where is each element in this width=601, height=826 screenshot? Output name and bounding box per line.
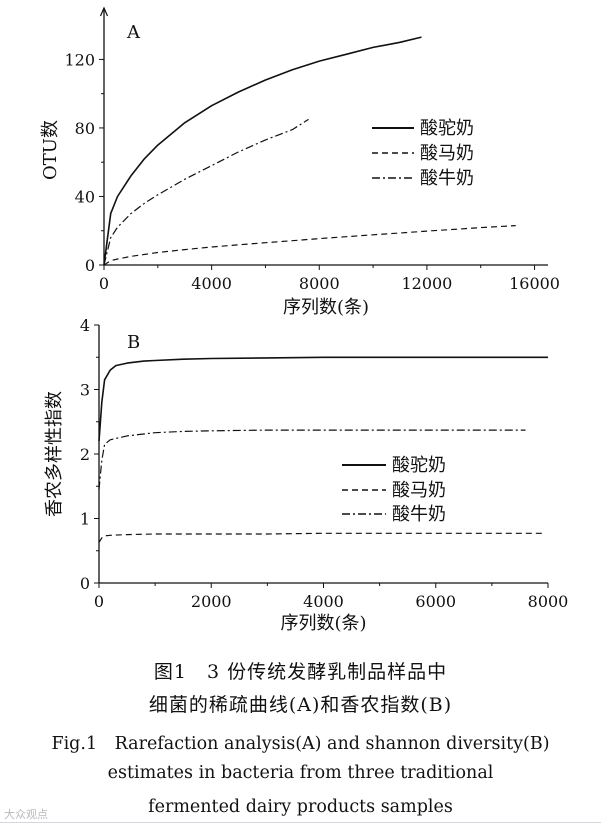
- x-tick-label: 12000: [401, 274, 452, 293]
- y-axis-title: OTU数: [40, 120, 61, 180]
- y-tick-label: 1: [80, 510, 90, 529]
- x-tick-label: 6000: [415, 592, 456, 611]
- caption-en-line-3: fermented dairy products samples: [148, 797, 453, 817]
- y-axis-arrow: [99, 6, 109, 17]
- chart-panel-b: 0 1 2 3 4 0 2000 4000 6000 8000 序列数(条) 香农多样性指数 B 酸驼奶酸…: [44, 316, 568, 634]
- legend-label-cow-milk: 酸牛奶: [392, 504, 446, 525]
- x-tick-label: 0: [94, 592, 104, 611]
- y-tick-label: 2: [80, 445, 90, 464]
- y-tick-label: 0: [80, 574, 90, 593]
- legend-label-mare-milk: 酸马奶: [420, 143, 474, 164]
- x-axis-title: 序列数(条): [283, 297, 369, 318]
- caption-cn-line-1: 图1 3 份传统发酵乳制品样品中: [153, 661, 448, 683]
- y-tick-label: 80: [75, 119, 95, 138]
- y-tick-label: 40: [75, 187, 95, 206]
- x-tick-label: 2000: [191, 592, 232, 611]
- series-line-cow-milk: [98, 429, 526, 490]
- y-axis-title: 香农多样性指数: [44, 391, 65, 517]
- y-tick-label: 3: [80, 381, 90, 400]
- x-axis-title: 序列数(条): [280, 613, 366, 634]
- x-tick-label: 8000: [528, 592, 569, 611]
- watermark: 大众观点: [4, 808, 48, 821]
- x-tick-label: 8000: [299, 274, 340, 293]
- chart-panel-a: 0 40 80 120 0 4000 8000 12000 16000 序列数(条) OTU数 A 酸驼…: [40, 6, 560, 318]
- series-line-mare-milk: [98, 532, 543, 543]
- y-tick-label: 0: [85, 256, 95, 275]
- x-tick-label: 0: [99, 274, 109, 293]
- y-tick-label: 120: [64, 50, 95, 69]
- series-line-cow-milk: [103, 118, 309, 266]
- legend-label-mare-milk: 酸马奶: [392, 480, 446, 501]
- legend-label-camel-milk: 酸驼奶: [420, 118, 474, 139]
- x-tick-label: 16000: [509, 274, 560, 293]
- bottom-divider: [0, 822, 601, 823]
- legend-label-camel-milk: 酸驼奶: [392, 455, 446, 476]
- legend-label-cow-milk: 酸牛奶: [420, 168, 474, 189]
- x-tick-label: 4000: [191, 274, 232, 293]
- series-line-camel-milk: [103, 36, 422, 266]
- panel-label: B: [127, 332, 140, 353]
- panel-label: A: [126, 22, 141, 43]
- caption-en-line-2: estimates in bacteria from three traditi…: [107, 763, 494, 783]
- y-tick-label: 4: [80, 316, 90, 335]
- series-line-mare-milk: [103, 225, 516, 266]
- x-tick-label: 4000: [303, 592, 344, 611]
- series-line-camel-milk: [98, 356, 548, 442]
- caption-cn-line-2: 细菌的稀疏曲线(A)和香农指数(B): [148, 694, 453, 716]
- caption-en-line-1: Fig.1 Rarefaction analysis(A) and shanno…: [51, 734, 550, 754]
